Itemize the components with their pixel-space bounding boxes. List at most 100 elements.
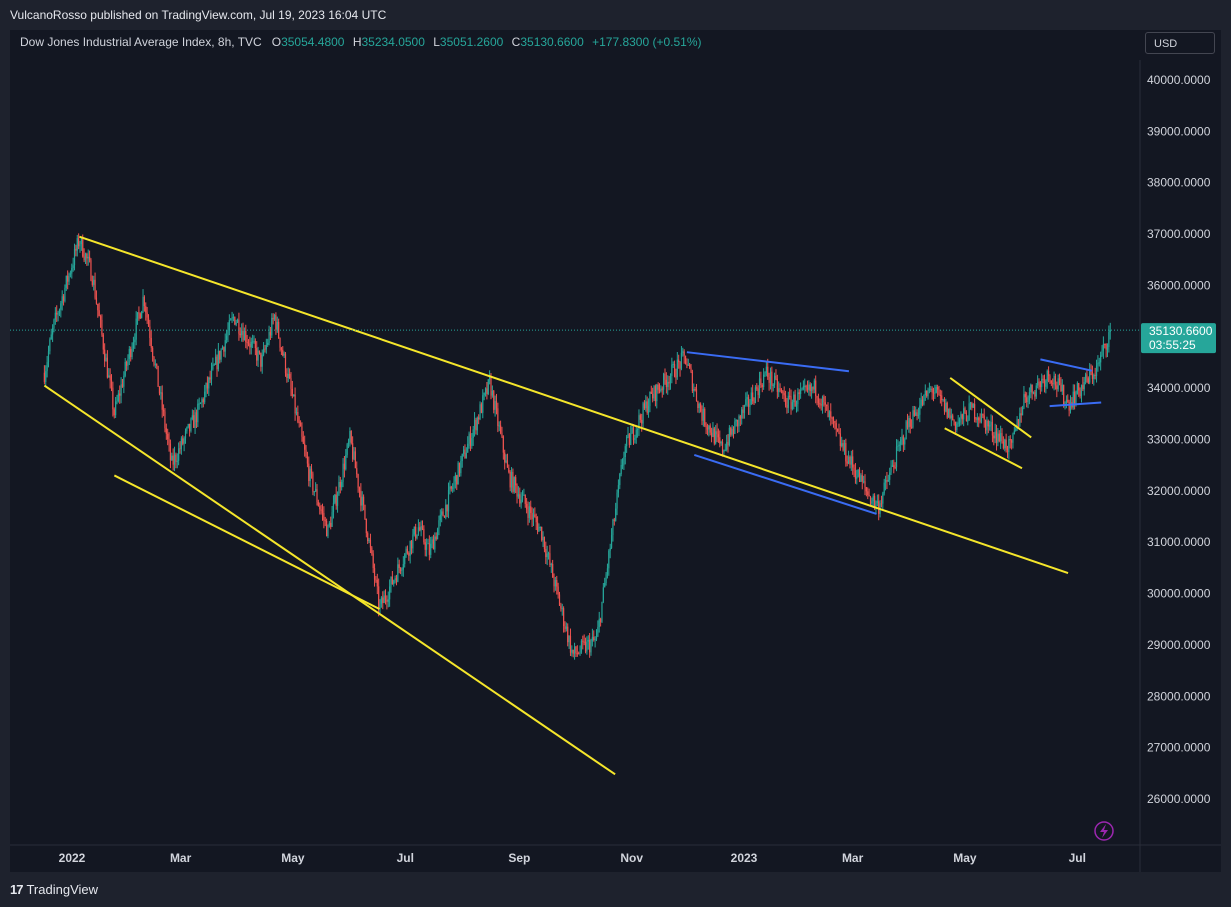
candle-body	[720, 441, 722, 444]
candle-body	[897, 445, 899, 447]
candle-body	[671, 364, 673, 376]
candle-body	[1100, 355, 1102, 363]
candle-body	[112, 387, 114, 410]
candle-body	[365, 518, 367, 534]
candle-body	[495, 400, 498, 409]
candle-body	[619, 474, 621, 486]
candle-body	[350, 431, 352, 444]
candle-body	[920, 399, 922, 406]
candles-layer	[43, 233, 1111, 660]
candle-body	[467, 443, 469, 453]
chart-area[interactable]	[10, 30, 1221, 872]
candle-body	[465, 452, 467, 459]
candle-body	[417, 527, 419, 535]
candle-body	[191, 415, 193, 419]
candle-body	[605, 574, 607, 583]
candle-body	[432, 539, 435, 550]
candle-body	[464, 449, 466, 459]
candle-body	[224, 340, 226, 352]
candle-body	[94, 279, 96, 298]
candle-body	[776, 378, 778, 392]
candle-body	[56, 312, 58, 315]
trendline[interactable]	[944, 427, 1023, 470]
candle-body	[639, 415, 641, 420]
candle-body	[804, 385, 806, 387]
y-tick-label: 29000.0000	[1147, 638, 1211, 652]
candle-body	[664, 373, 666, 380]
candle-body	[190, 418, 192, 431]
candle-body	[1042, 378, 1044, 380]
candle-body	[668, 381, 670, 384]
candle-body	[305, 449, 307, 457]
candle-body	[872, 495, 874, 502]
trendline[interactable]	[949, 377, 1032, 439]
trendline[interactable]	[43, 384, 616, 776]
tradingview-brand[interactable]: 17 TradingView	[10, 882, 98, 897]
candle-body	[345, 454, 347, 470]
candle-body	[980, 413, 983, 422]
candle-body	[773, 375, 776, 385]
trendline[interactable]	[1040, 358, 1093, 372]
candle-body	[262, 348, 265, 355]
candle-body	[509, 471, 511, 488]
candle-body	[228, 320, 230, 331]
candle-body	[727, 441, 729, 446]
currency-button[interactable]: USD	[1145, 32, 1215, 54]
candle-body	[779, 388, 781, 390]
candle-body	[613, 519, 615, 521]
trendline[interactable]	[1049, 401, 1102, 408]
candle-body	[932, 392, 935, 394]
candle-body	[364, 504, 366, 519]
candle-body	[839, 433, 841, 447]
trendline[interactable]	[79, 235, 1069, 574]
candle-body	[490, 377, 492, 396]
candle-body	[371, 547, 373, 554]
candle-body	[45, 371, 47, 382]
candle-body	[476, 417, 478, 431]
candle-body	[54, 312, 56, 320]
candle-body	[313, 491, 315, 493]
candle-body	[635, 429, 637, 439]
trendline[interactable]	[113, 474, 380, 610]
candle-body	[746, 397, 748, 400]
candle-body	[293, 394, 295, 396]
trendline[interactable]	[686, 351, 850, 373]
candle-body	[376, 579, 378, 587]
candle-body	[634, 438, 636, 441]
candle-body	[442, 511, 444, 517]
candle-body	[969, 402, 972, 404]
candle-body	[564, 625, 566, 629]
candle-body	[734, 421, 736, 434]
candle-body	[252, 341, 254, 343]
candle-body	[319, 506, 321, 510]
candle-body	[273, 315, 276, 320]
candle-body	[1083, 382, 1085, 390]
candle-body	[1024, 394, 1026, 398]
y-tick-label: 37000.0000	[1147, 227, 1211, 241]
candle-body	[79, 244, 81, 247]
trendlines-layer	[43, 235, 1102, 776]
trendline[interactable]	[693, 453, 877, 515]
candle-body	[435, 536, 437, 540]
candle-body	[132, 342, 135, 349]
candle-body	[1021, 407, 1024, 416]
candle-body	[609, 547, 611, 551]
candle-body	[760, 378, 762, 385]
candle-body	[1079, 390, 1081, 397]
candle-body	[212, 364, 214, 370]
candle-body	[130, 349, 132, 358]
y-tick-label: 33000.0000	[1147, 433, 1211, 447]
candle-body	[784, 395, 787, 405]
candle-body	[67, 275, 69, 282]
symbol-title[interactable]: Dow Jones Industrial Average Index, 8h, …	[20, 35, 262, 49]
candle-body	[823, 396, 825, 403]
candle-body	[157, 365, 159, 387]
candle-body	[1093, 374, 1095, 379]
candle-body	[1030, 384, 1032, 393]
candle-body	[749, 404, 751, 407]
candle-body	[450, 486, 452, 489]
candle-body	[116, 400, 118, 402]
lightning-icon[interactable]	[1094, 821, 1114, 841]
candle-body	[324, 520, 326, 522]
candle-body	[894, 466, 896, 468]
